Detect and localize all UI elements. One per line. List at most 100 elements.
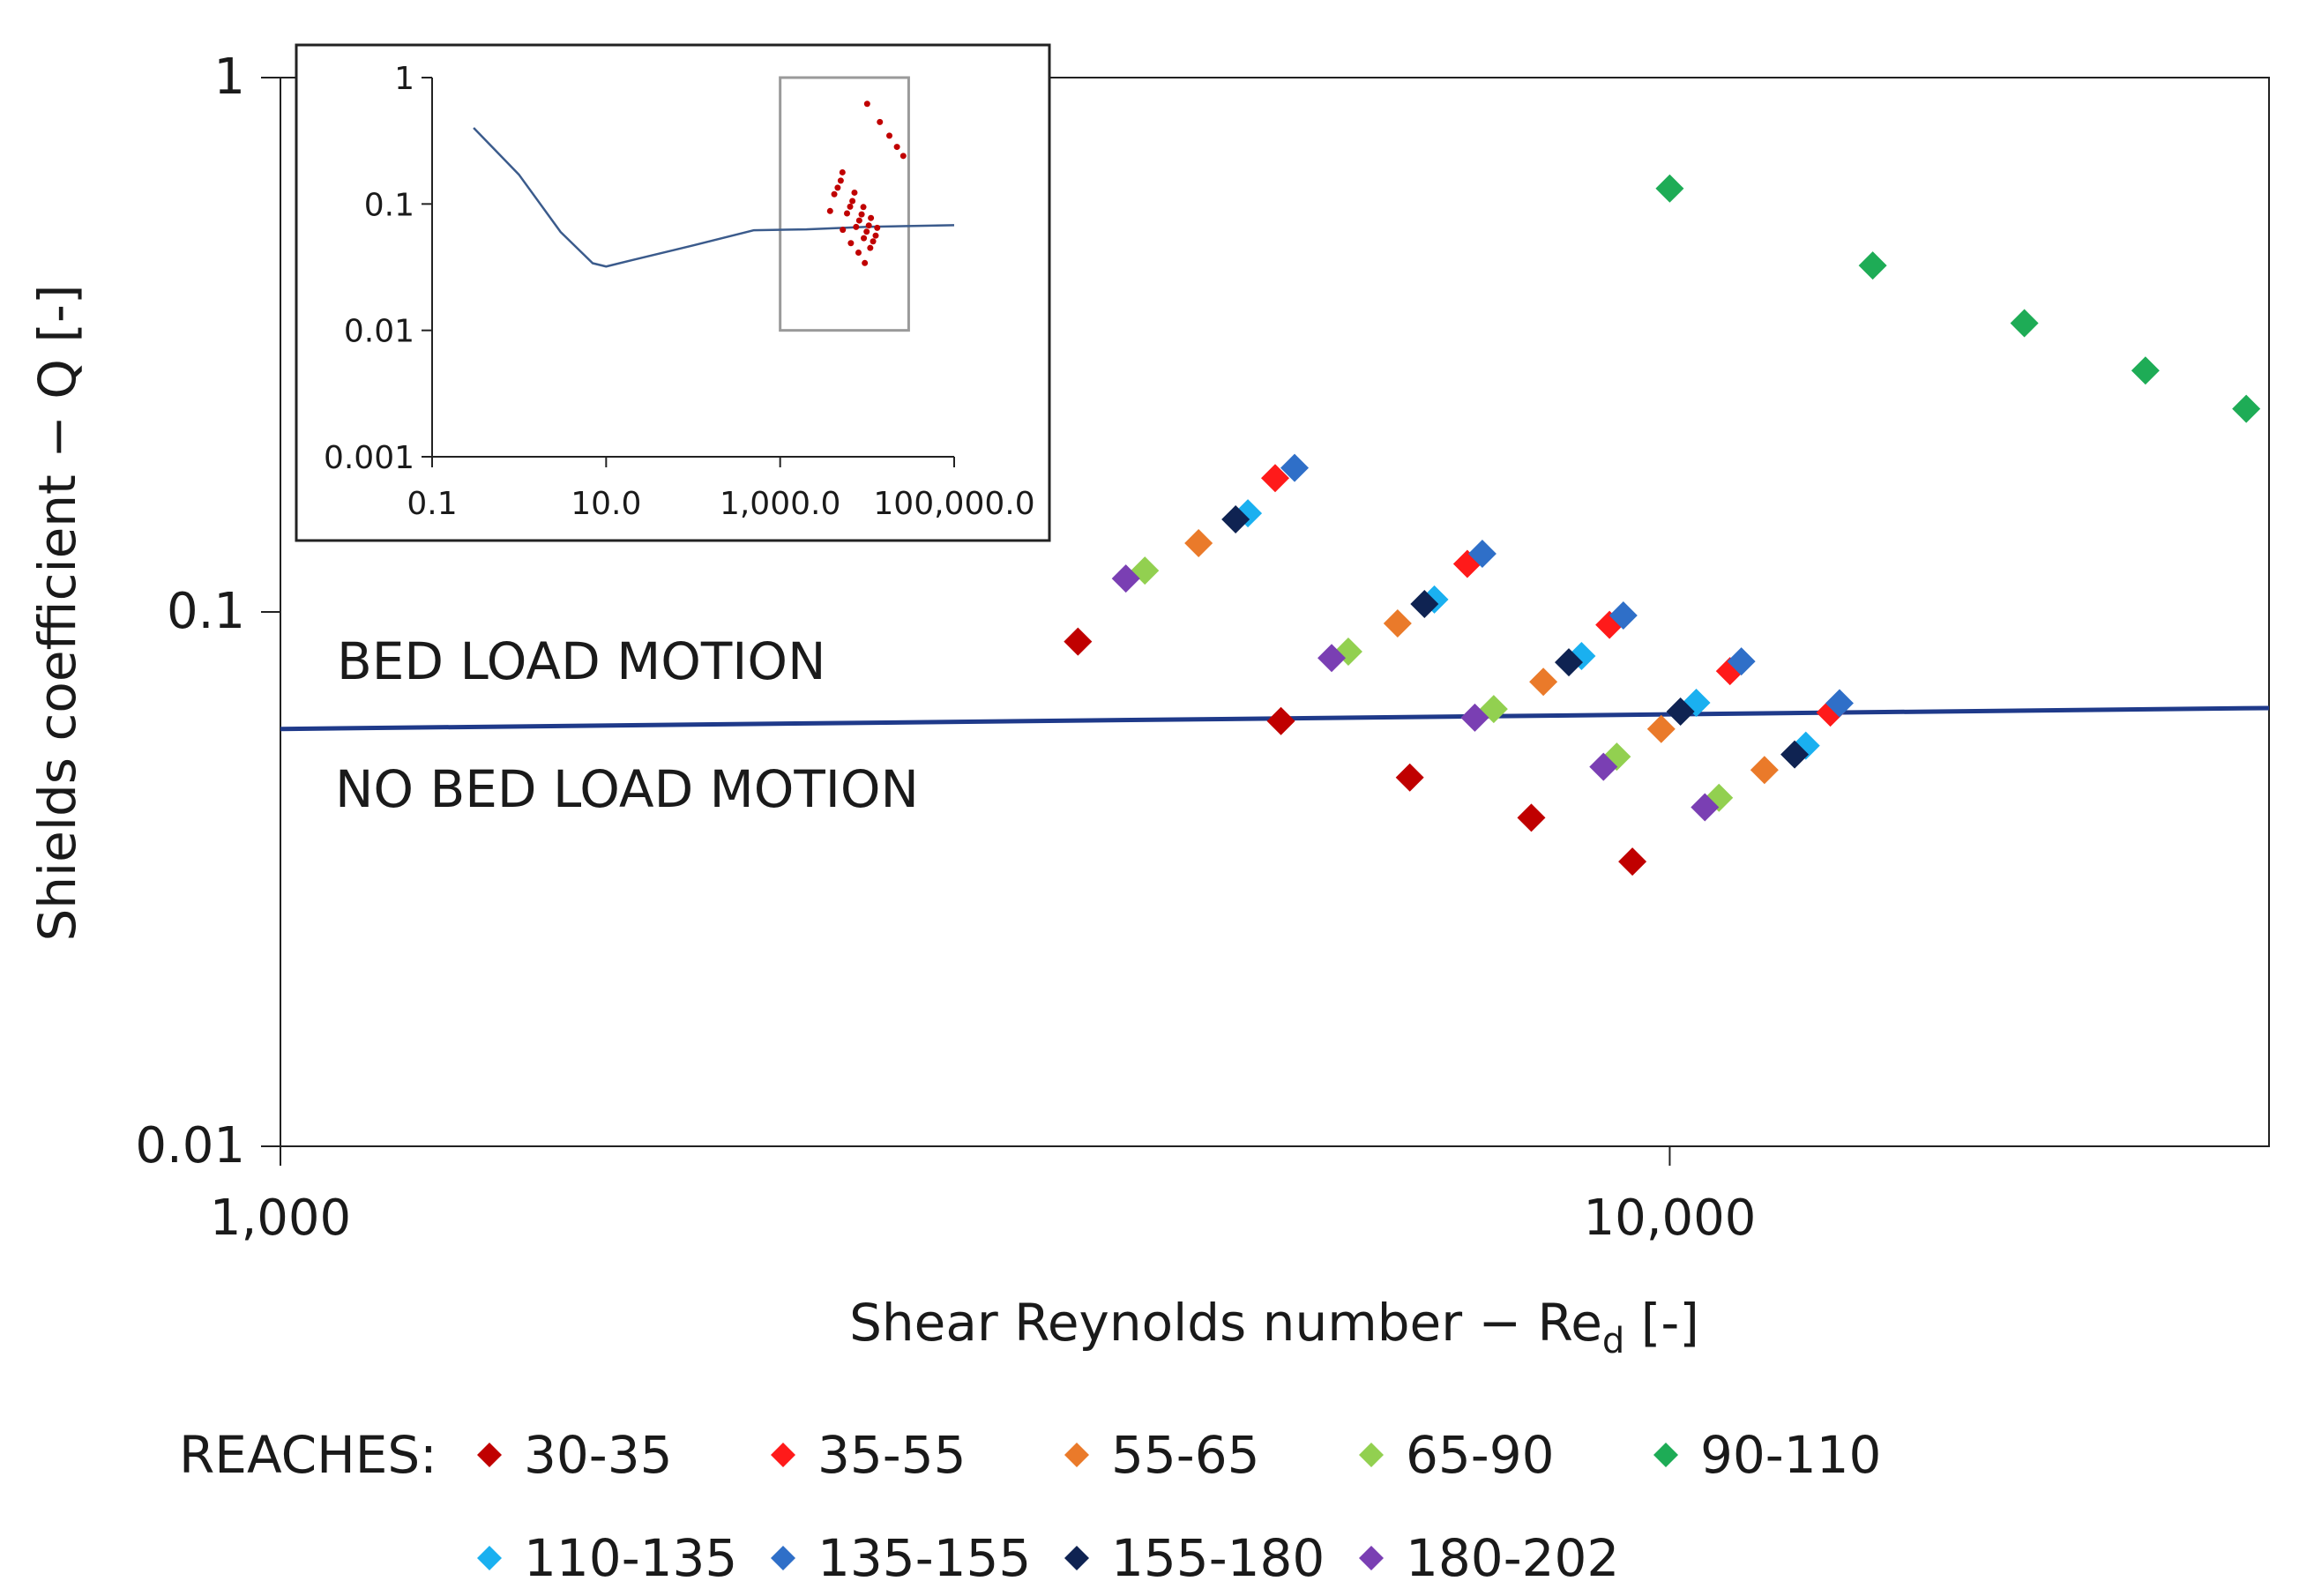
inset-point — [839, 168, 846, 175]
inset-y-tick-label: 0.01 — [344, 314, 414, 350]
inset-point — [860, 204, 867, 211]
point-reach-155-180 — [1780, 740, 1810, 769]
main-axes: 1 0.1 0.01 1,000 10,000 — [135, 48, 1756, 1247]
legend-label: 110-135 — [524, 1528, 737, 1588]
inset-point — [853, 223, 860, 230]
legend-label: 90-110 — [1700, 1425, 1881, 1485]
inset-y-tick-label: 0.1 — [364, 187, 414, 223]
inset-point — [872, 232, 879, 239]
x-axis-title-main: Shear Reynolds number − Re — [849, 1293, 1602, 1353]
inset-frame — [295, 43, 1051, 542]
legend-marker-65-90 — [1359, 1443, 1384, 1467]
x-axis-title-suffix: [-] — [1624, 1293, 1699, 1353]
point-reach-55-65 — [1383, 608, 1412, 638]
inset-point — [870, 238, 877, 245]
inset-point — [855, 250, 862, 257]
inset-point — [858, 211, 865, 218]
inset-point — [851, 189, 858, 196]
point-reach-35-55 — [1261, 464, 1290, 493]
annotation-no-bed-load-motion: NO BED LOAD MOTION — [335, 759, 919, 819]
legend: 30-35 35-55 55-65 65-90 90-110 110-135 135-155… — [477, 1425, 1881, 1588]
legend-label: 35-55 — [817, 1425, 967, 1485]
inset-point — [837, 177, 844, 184]
point-reach-30-35 — [1266, 706, 1295, 735]
inset-point — [834, 184, 841, 191]
inset-point — [874, 224, 881, 231]
inset-zoom-box — [779, 76, 910, 332]
inset-point — [831, 190, 838, 198]
point-reach-180-202 — [1691, 793, 1720, 822]
x-tick-label: 10,000 — [1583, 1190, 1756, 1247]
inset-x-tick-label: 1,000.0 — [720, 486, 840, 522]
legend-label: 65-90 — [1406, 1425, 1555, 1485]
point-reach-135-155 — [1280, 453, 1310, 482]
inset-point — [844, 210, 851, 217]
point-reach-180-202 — [1111, 564, 1140, 593]
inset-point — [863, 101, 870, 108]
x-axis-title-subscript: d — [1602, 1321, 1624, 1361]
point-reach-90-110 — [2131, 356, 2160, 385]
legend-label: 155-180 — [1111, 1528, 1325, 1588]
point-reach-180-202 — [1460, 703, 1489, 732]
legend-marker-135-155 — [771, 1546, 795, 1570]
inset-point — [862, 259, 869, 266]
inset-y-tick-label: 1 — [394, 61, 414, 97]
point-reach-55-65 — [1646, 714, 1676, 743]
point-reach-135-155 — [1727, 647, 1756, 676]
inset-point — [863, 228, 870, 235]
x-axis-title: Shear Reynolds number − Red [-] — [849, 1293, 1699, 1361]
x-tick-label: 1,000 — [210, 1190, 351, 1247]
point-reach-90-110 — [1858, 251, 1887, 280]
inset-point — [847, 203, 854, 210]
legend-marker-35-55 — [771, 1443, 795, 1467]
point-reach-155-180 — [1410, 589, 1439, 618]
point-reach-55-65 — [1529, 667, 1558, 697]
legend-label: 135-155 — [817, 1528, 1031, 1588]
inset-point — [847, 240, 855, 247]
inset-point — [855, 217, 862, 224]
inset-chart: 1 0.1 0.01 0.001 0.1 10.0 1,000.0 100,000.0 — [324, 61, 1035, 522]
legend-marker-30-35 — [477, 1443, 502, 1467]
y-tick-label: 0.01 — [135, 1117, 245, 1175]
point-reach-30-35 — [1618, 847, 1647, 876]
legend-marker-155-180 — [1064, 1546, 1089, 1570]
point-reach-135-155 — [1609, 600, 1638, 630]
legend-marker-90-110 — [1653, 1443, 1678, 1467]
point-reach-55-65 — [1750, 756, 1779, 785]
inset-point — [861, 235, 868, 242]
inset-point — [840, 227, 847, 234]
inset-point — [826, 207, 833, 214]
point-reach-135-155 — [1825, 689, 1854, 718]
inset-point — [893, 144, 900, 151]
y-tick-label: 0.1 — [167, 583, 245, 640]
data-points-group — [1064, 174, 2261, 876]
y-tick-label: 1 — [213, 48, 245, 106]
point-reach-55-65 — [1184, 528, 1213, 557]
inset-point — [886, 132, 893, 139]
point-reach-90-110 — [1655, 174, 1684, 203]
legend-marker-110-135 — [477, 1546, 502, 1570]
y-axis-title: Shields coefficient − Q [-] — [27, 284, 87, 941]
legend-title: REACHES: — [179, 1425, 437, 1485]
inset-point — [865, 222, 872, 229]
inset-x-tick-label: 10.0 — [571, 486, 641, 522]
point-reach-180-202 — [1589, 752, 1618, 781]
point-reach-180-202 — [1317, 644, 1347, 673]
inset-y-tick-label: 0.001 — [324, 440, 414, 476]
point-reach-155-180 — [1666, 697, 1695, 726]
point-reach-30-35 — [1517, 803, 1546, 832]
point-reach-90-110 — [2010, 309, 2039, 338]
inset-point — [877, 118, 884, 125]
legend-marker-180-202 — [1359, 1546, 1384, 1570]
inset-x-tick-label: 0.1 — [407, 486, 457, 522]
point-reach-155-180 — [1554, 648, 1583, 677]
inset-point — [868, 214, 875, 221]
annotation-bed-load-motion: BED LOAD MOTION — [337, 631, 825, 691]
inset-point — [867, 244, 874, 251]
point-reach-135-155 — [1467, 540, 1497, 569]
legend-marker-55-65 — [1064, 1443, 1089, 1467]
legend-label: 30-35 — [524, 1425, 673, 1485]
point-reach-155-180 — [1221, 505, 1250, 534]
point-reach-90-110 — [2232, 394, 2261, 423]
